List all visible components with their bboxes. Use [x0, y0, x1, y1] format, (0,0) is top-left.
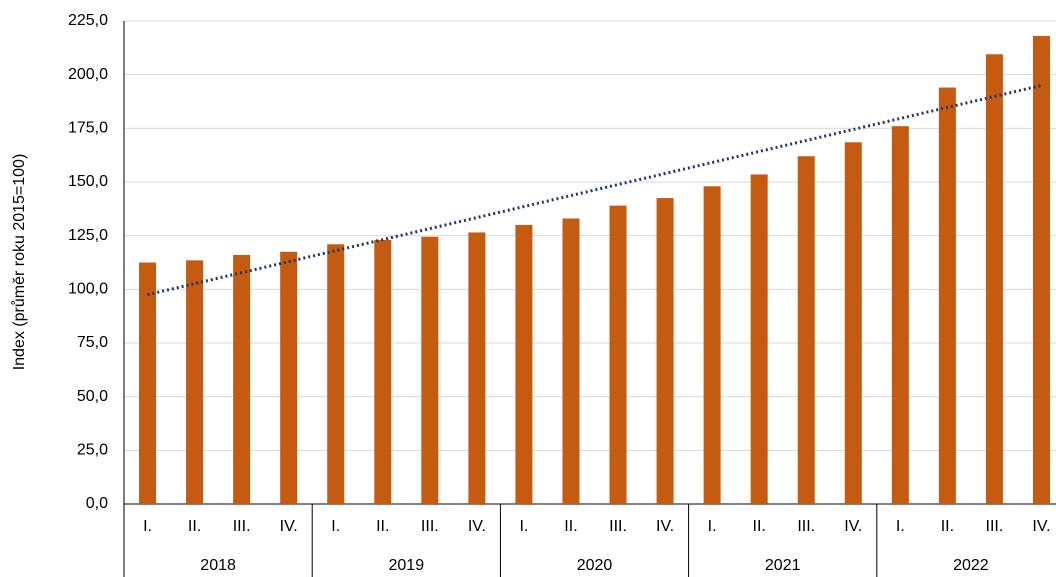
y-axis-title: Index (průměr roku 2015=100) — [10, 154, 28, 371]
x-group-label: 2022 — [953, 557, 989, 574]
x-tick-label: II. — [941, 518, 954, 535]
y-tick-label: 225,0 — [68, 12, 108, 29]
x-tick-label: II. — [564, 518, 577, 535]
x-tick-label: I. — [519, 518, 528, 535]
bar — [233, 254, 251, 504]
y-tick-label: 150,0 — [68, 173, 108, 190]
y-tick-label: 125,0 — [68, 227, 108, 244]
x-tick-label: III. — [609, 518, 627, 535]
bar — [186, 260, 204, 504]
x-group-label: 2020 — [577, 557, 613, 574]
bar — [609, 205, 627, 504]
bar — [750, 174, 768, 504]
x-tick-label: I. — [708, 518, 717, 535]
bar — [515, 224, 533, 504]
bar — [327, 244, 345, 504]
bar — [938, 87, 956, 505]
bar — [280, 251, 298, 504]
x-tick-label: III. — [421, 518, 439, 535]
x-tick-label: III. — [233, 518, 251, 535]
bar — [468, 232, 486, 505]
bar — [139, 262, 157, 504]
y-tick-label: 100,0 — [68, 281, 108, 298]
bar — [703, 186, 721, 504]
x-tick-label: III. — [986, 518, 1004, 535]
x-tick-label: I. — [896, 518, 905, 535]
y-tick-label: 75,0 — [77, 334, 108, 351]
bar — [656, 198, 674, 504]
y-tick-label: 25,0 — [77, 442, 108, 459]
y-tick-label: 200,0 — [68, 66, 108, 83]
bar — [1032, 36, 1050, 504]
y-tick-label: 50,0 — [77, 388, 108, 405]
x-tick-label: IV. — [656, 518, 674, 535]
x-tick-label: IV. — [844, 518, 862, 535]
x-tick-label: II. — [376, 518, 389, 535]
x-tick-label: IV. — [468, 518, 486, 535]
bar — [797, 156, 815, 505]
y-tick-label: 0,0 — [86, 495, 108, 512]
bar — [985, 54, 1003, 504]
x-tick-label: II. — [753, 518, 766, 535]
bar — [891, 126, 909, 504]
x-group-label: 2018 — [200, 557, 236, 574]
x-group-label: 2019 — [389, 557, 425, 574]
bar — [844, 142, 862, 504]
bar — [421, 236, 439, 505]
trendline — [147, 83, 1042, 297]
x-tick-label: I. — [331, 518, 340, 535]
x-tick-label: I. — [143, 518, 152, 535]
bar — [374, 239, 392, 504]
x-tick-label: III. — [797, 518, 815, 535]
x-tick-label: IV. — [280, 518, 298, 535]
y-tick-label: 175,0 — [68, 120, 108, 137]
bar — [562, 218, 580, 504]
x-group-label: 2021 — [765, 557, 801, 574]
x-tick-label: IV. — [1032, 518, 1050, 535]
x-tick-label: II. — [188, 518, 201, 535]
